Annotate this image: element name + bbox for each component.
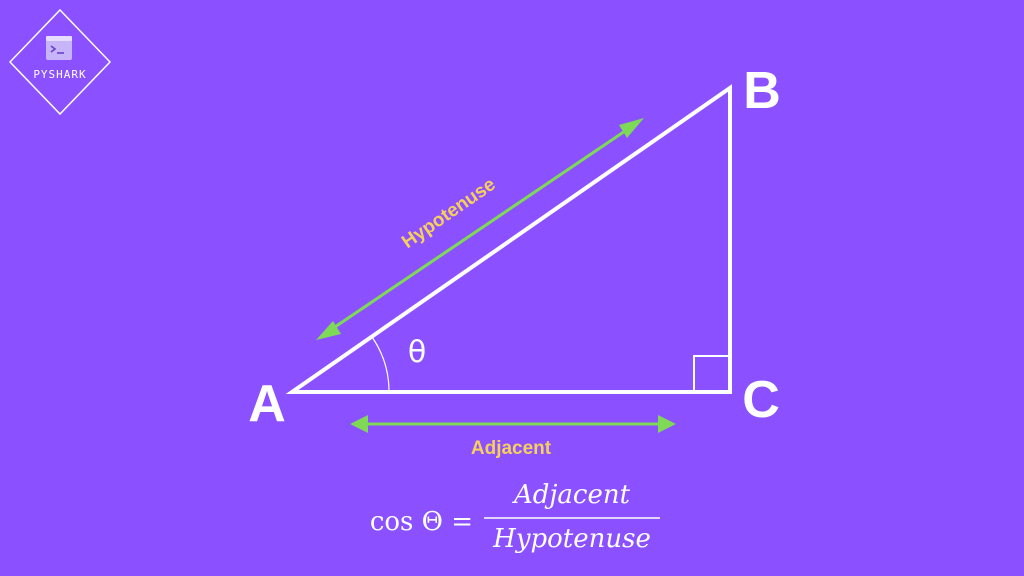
right-triangle	[285, 84, 732, 394]
angle-arc	[371, 336, 390, 393]
vertex-label-b: B	[743, 62, 781, 120]
formula-denominator: Hypotenuse	[492, 524, 651, 554]
angle-theta-label: θ	[408, 335, 426, 370]
vertex-label-c: C	[742, 371, 780, 429]
adjacent-arrow	[350, 415, 676, 433]
adjacent-label: Adjacent	[471, 438, 552, 459]
logo-brand-text: PYSHARK	[33, 68, 86, 81]
hypotenuse-arrow	[316, 118, 644, 340]
vertex-label-a: A	[248, 375, 286, 433]
cosine-formula: cos Θ = Adjacent Hypotenuse	[370, 480, 660, 554]
formula-numerator: Adjacent	[512, 480, 631, 510]
logo-diamond	[8, 8, 112, 116]
terminal-icon	[46, 36, 72, 60]
pyshark-logo: PYSHARK	[8, 8, 112, 116]
hypotenuse-label: Hypotenuse	[398, 174, 499, 253]
formula-lhs: cos Θ =	[370, 507, 473, 537]
right-angle-marker	[693, 355, 730, 392]
